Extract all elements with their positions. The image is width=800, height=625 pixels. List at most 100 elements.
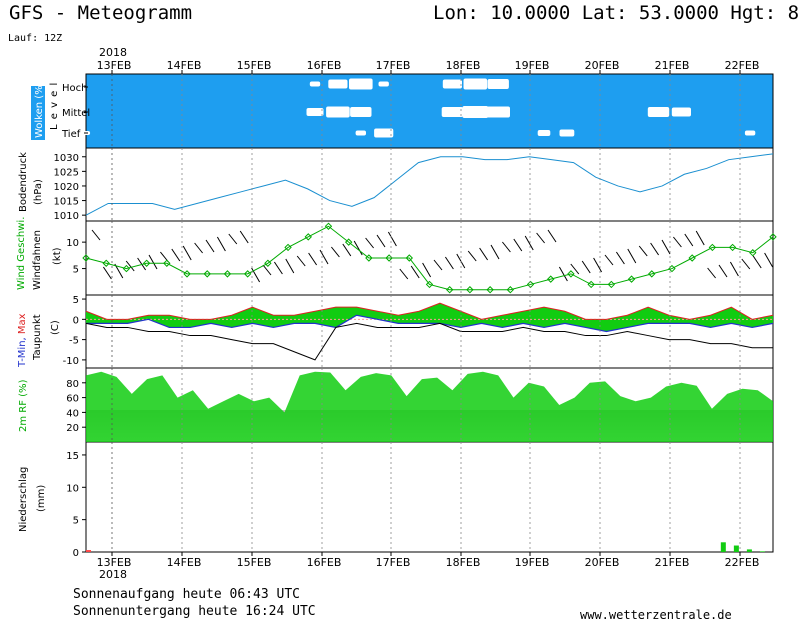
wind-barb [194, 242, 203, 254]
x-tick-label: 22FEB [725, 556, 760, 569]
x-tick-label: 21FEB [655, 556, 690, 569]
wind-speed-point [547, 275, 555, 283]
cloud-cell [487, 79, 509, 89]
wind-barb [285, 258, 295, 274]
wind-barb [729, 261, 739, 277]
wind-barb [216, 236, 226, 252]
wind-speed-point [769, 233, 777, 241]
wind-speed-point [627, 275, 636, 283]
y-tick-label: 10 [66, 238, 79, 249]
tmin-line [86, 314, 774, 333]
precip-bar [720, 542, 726, 552]
wind-barb [673, 236, 682, 248]
cloud-cell [671, 107, 691, 117]
wind-barb [433, 259, 443, 271]
wolken-label: Wolken (%) [34, 81, 45, 138]
wind-speed-point [324, 222, 333, 230]
website-credit: www.wetterzentrale.de [580, 608, 732, 622]
wind-speed-point [506, 286, 515, 294]
y-axis-label2: Taupunkt [32, 314, 43, 361]
sunset-text: Sonnenuntergang heute 16:24 UTC [73, 604, 316, 619]
y-tick-label: -10 [63, 356, 79, 367]
wind-speed-point [102, 259, 110, 267]
wind-barb [513, 238, 523, 252]
x-tick-label: 20FEB [585, 556, 620, 569]
wind-barb [467, 250, 477, 262]
wind-barb [581, 260, 591, 274]
x-tick-label: 17FEB [376, 59, 411, 72]
wind-barb [319, 249, 329, 265]
precip-bar [746, 549, 752, 552]
wind-barb [296, 255, 306, 267]
tmin-label: T-Min, [17, 337, 28, 368]
humidity-area [86, 371, 773, 442]
wind-barb [102, 266, 112, 280]
x-tick-label: 19FEB [515, 556, 550, 569]
wind-barb [331, 246, 340, 258]
y-tick-label: 20 [66, 423, 79, 434]
wind-barb [422, 262, 432, 278]
y-axis-unit: (mm) [36, 485, 47, 512]
cloud-cell [463, 78, 488, 90]
wind-speed-point [82, 254, 90, 262]
wind-speed-point [203, 270, 211, 278]
wind-speed-point [365, 254, 373, 262]
wind-barb [239, 230, 249, 244]
wind-speed-line [85, 225, 774, 291]
y-tick-label: 0 [73, 548, 79, 559]
x-tick-label: 21FEB [655, 59, 690, 72]
wind-barb [524, 235, 534, 251]
y-axis-label: T-Min, Max [17, 313, 28, 368]
model-run: Lauf: 12Z [8, 33, 63, 44]
cloud-cell [462, 106, 489, 118]
x-tick-label: 13FEB [97, 556, 132, 569]
wind-barb [707, 267, 716, 279]
wind-barb [547, 229, 557, 243]
wind-barb [593, 257, 603, 273]
x-tick-label: 20FEB [585, 59, 620, 72]
cloud-cell [744, 130, 756, 136]
y-tick-label: 5 [73, 295, 79, 306]
precip-bar [86, 550, 91, 552]
wind-speed-point [587, 280, 595, 289]
wind-barb [752, 255, 762, 269]
precip-bar [759, 551, 765, 552]
y-axis-label: Bodendruck [18, 152, 29, 212]
wind-barb [148, 254, 158, 270]
x-tick-label: 14FEB [167, 59, 202, 72]
wind-barb [570, 263, 580, 275]
wind-barb [353, 240, 363, 256]
wind-barb [342, 243, 352, 257]
x-tick-label: 16FEB [307, 556, 342, 569]
wind-speed-point [486, 286, 494, 294]
y-axis-label: Wind Geschwi. [16, 217, 27, 290]
wind-barb [650, 242, 660, 256]
wind-speed-point [284, 243, 292, 252]
wind-barb [137, 257, 147, 271]
x-tick-label: 18FEB [446, 59, 481, 72]
y-tick-label: 5 [73, 516, 79, 527]
location-info: Lon: 10.0000 Lat: 53.0000 Hgt: 8 [433, 2, 800, 24]
wind-speed-point [223, 270, 232, 278]
y-axis-label: Niederschlag [18, 467, 29, 532]
wind-speed-point [344, 238, 353, 246]
wind-speed-point [445, 286, 454, 294]
y-axis-unit: (C) [50, 320, 61, 335]
tmax-label: Max [17, 313, 28, 337]
wind-barb [741, 258, 751, 270]
wind-speed-point [163, 259, 171, 267]
wind-speed-point [304, 233, 312, 241]
wind-barb [502, 241, 511, 253]
precip-bar [733, 545, 739, 552]
cloud-cell [326, 106, 350, 118]
cloud-cell [309, 81, 321, 87]
x-tick-label: 19FEB [515, 59, 550, 72]
y-tick-label: 0 [73, 315, 79, 326]
y-tick-label: 80 [66, 379, 79, 390]
wind-barb [228, 233, 238, 245]
x-tick-label: 15FEB [237, 556, 272, 569]
y-axis-label: 2m RF (%) [18, 379, 29, 432]
cloud-cell [350, 107, 372, 117]
y-tick-label: 1020 [54, 182, 79, 193]
wind-barb [718, 264, 728, 278]
